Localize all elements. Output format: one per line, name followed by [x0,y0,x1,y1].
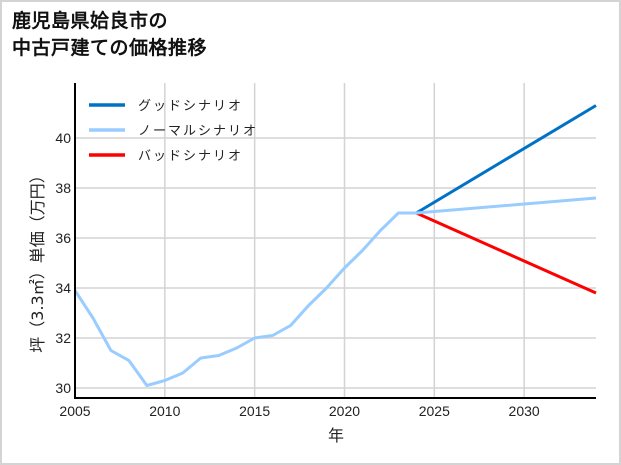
y-tick-label: 30 [55,380,71,396]
chart-title: 鹿児島県姶良市の 中古戸建ての価格推移 [12,8,207,62]
tick-labels: 2005 2010 2015 2020 2025 2030 30 32 34 36 38 40 [55,130,539,419]
axes [74,83,596,399]
series-line [415,211,597,295]
x-axis-label: 年 [328,426,344,445]
legend-label: グッドシナリオ [138,99,243,114]
data-series [73,104,597,387]
x-tick-label: 2010 [149,403,180,419]
title-line-2: 中古戸建ての価格推移 [12,37,208,59]
x-tick-label: 2020 [329,403,360,419]
legend-label: ノーマルシナリオ [138,124,258,139]
y-tick-label: 38 [55,180,71,196]
x-tick-label: 2025 [419,403,450,419]
series-line [73,196,597,387]
y-tick-label: 36 [55,230,71,246]
y-axis-label: 坪（3.3㎡）単価（万円） [28,167,47,352]
x-tick-label: 2015 [239,403,270,419]
grid-lines [75,83,596,398]
x-tick-label: 2030 [509,403,540,419]
legend-label: バッドシナリオ [138,149,243,164]
series-line [415,104,597,215]
y-tick-label: 32 [55,330,71,346]
y-tick-label: 34 [55,280,71,296]
y-tick-label: 40 [55,130,71,146]
title-line-1: 鹿児島県姶良市の [12,10,169,32]
x-tick-label: 2005 [59,403,90,419]
